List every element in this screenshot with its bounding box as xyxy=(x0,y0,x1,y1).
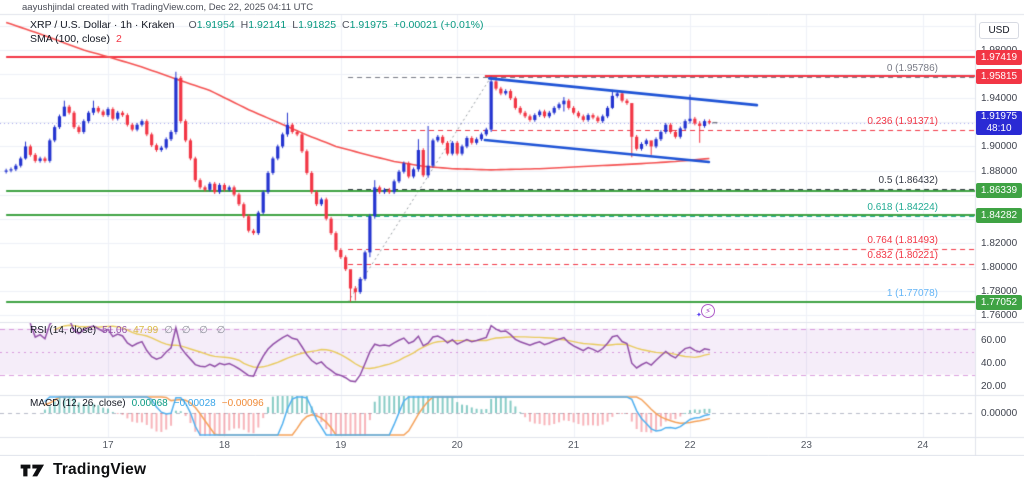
low-label: L xyxy=(292,19,299,31)
price-axis-tick: 1.94000 xyxy=(981,93,1018,105)
close-value: 1.91975 xyxy=(349,19,388,31)
tradingview-logo-text: TradingView xyxy=(53,461,147,478)
low-value: 1.91825 xyxy=(298,19,337,31)
rsi-axis-tick: 60.00 xyxy=(981,335,1007,346)
sma-legend-name: SMA (100, close) xyxy=(30,33,110,45)
open-label: O xyxy=(188,19,197,31)
macd-legend[interactable]: MACD (12, 26, close) 0.00068 −0.00028 −0.00… xyxy=(30,398,264,409)
price-level-badge: 1.97419 xyxy=(976,49,1022,65)
high-value: 1.92141 xyxy=(248,19,287,31)
time-axis-tick: 23 xyxy=(800,440,812,451)
price-level-badge: 1.95815 xyxy=(976,68,1022,84)
fib-level-label: 0.618 (1.84224) xyxy=(867,201,938,213)
change-value: +0.00021 (+0.01%) xyxy=(393,19,484,31)
time-axis-tick: 21 xyxy=(568,440,580,451)
time-axis-tick: 17 xyxy=(102,440,114,451)
sma-legend[interactable]: SMA (100, close) 2 xyxy=(30,33,122,45)
tradingview-logo[interactable]: TradingView xyxy=(20,461,146,479)
rsi-legend-name: RSI (14, close) xyxy=(30,325,97,336)
macd-line-value: −0.00028 xyxy=(173,398,216,409)
currency-toggle-button[interactable]: USD xyxy=(979,22,1019,39)
symbol-legend: XRP / U.S. Dollar · 1h · Kraken O1.91954 H… xyxy=(30,19,484,31)
tradingview-logo-icon xyxy=(20,464,45,476)
fib-level-label: 0.5 (1.86432) xyxy=(878,175,939,187)
high-label: H xyxy=(240,19,249,31)
price-axis-tick: 1.80000 xyxy=(981,261,1018,273)
time-axis-tick: 22 xyxy=(684,440,696,451)
symbol-title[interactable]: XRP / U.S. Dollar · 1h · Kraken xyxy=(30,19,175,31)
price-level-badge: 1.86339 xyxy=(976,183,1022,198)
fib-level-label: 0.236 (1.91371) xyxy=(867,115,938,127)
price-axis-tick: 1.88000 xyxy=(981,165,1018,177)
sparkle-icon: ✦ xyxy=(696,312,702,319)
macd-signal-value: −0.00096 xyxy=(221,398,264,409)
lightning-icon: ⚡ xyxy=(699,302,717,320)
flash-drawing-icon[interactable]: ⚡ ✦ xyxy=(696,302,717,320)
bar-countdown: 48:10 xyxy=(986,122,1012,134)
attribution-text: aayushjindal created with TradingView.co… xyxy=(22,2,314,13)
price-level-badge: 1.84282 xyxy=(976,207,1022,223)
open-value: 1.91954 xyxy=(196,19,235,31)
fib-level-label: 1 (1.77078) xyxy=(886,288,938,299)
fib-level-label: 0 (1.95786) xyxy=(886,62,938,74)
price-level-badge: 1.77052 xyxy=(976,294,1022,310)
time-axis-tick: 24 xyxy=(917,440,929,451)
rsi-ma-value: 47.99 xyxy=(133,325,159,336)
close-label: C xyxy=(342,19,350,31)
macd-hist-value: 0.00068 xyxy=(131,398,168,409)
sma-legend-value: 2 xyxy=(115,33,122,45)
price-axis-tick: 1.82000 xyxy=(981,237,1018,249)
chart-canvas[interactable] xyxy=(0,0,1024,456)
time-axis-tick: 19 xyxy=(335,440,347,451)
macd-legend-name: MACD (12, 26, close) xyxy=(30,398,126,409)
fib-level-label: 0.764 (1.81493) xyxy=(867,234,938,246)
fib-level-label: 0.832 (1.80221) xyxy=(867,250,938,262)
price-axis-tick: 1.78000 xyxy=(981,285,1018,297)
rsi-extra-values: ∅ ∅ ∅ ∅ xyxy=(164,325,229,336)
rsi-legend[interactable]: RSI (14, close) 51.06 47.99 ∅ ∅ ∅ ∅ xyxy=(30,325,228,336)
price-axis-tick: 1.90000 xyxy=(981,141,1018,153)
price-axis-tick: 1.76000 xyxy=(981,309,1018,321)
rsi-axis-tick: 20.00 xyxy=(981,381,1007,392)
current-price-badge: 1.91975 48:10 xyxy=(976,110,1022,135)
time-axis-tick: 18 xyxy=(218,440,230,451)
macd-axis-tick: 0.00000 xyxy=(981,408,1018,419)
rsi-axis-tick: 40.00 xyxy=(981,358,1007,369)
rsi-value: 51.06 xyxy=(102,325,128,336)
time-axis-tick: 20 xyxy=(451,440,463,451)
